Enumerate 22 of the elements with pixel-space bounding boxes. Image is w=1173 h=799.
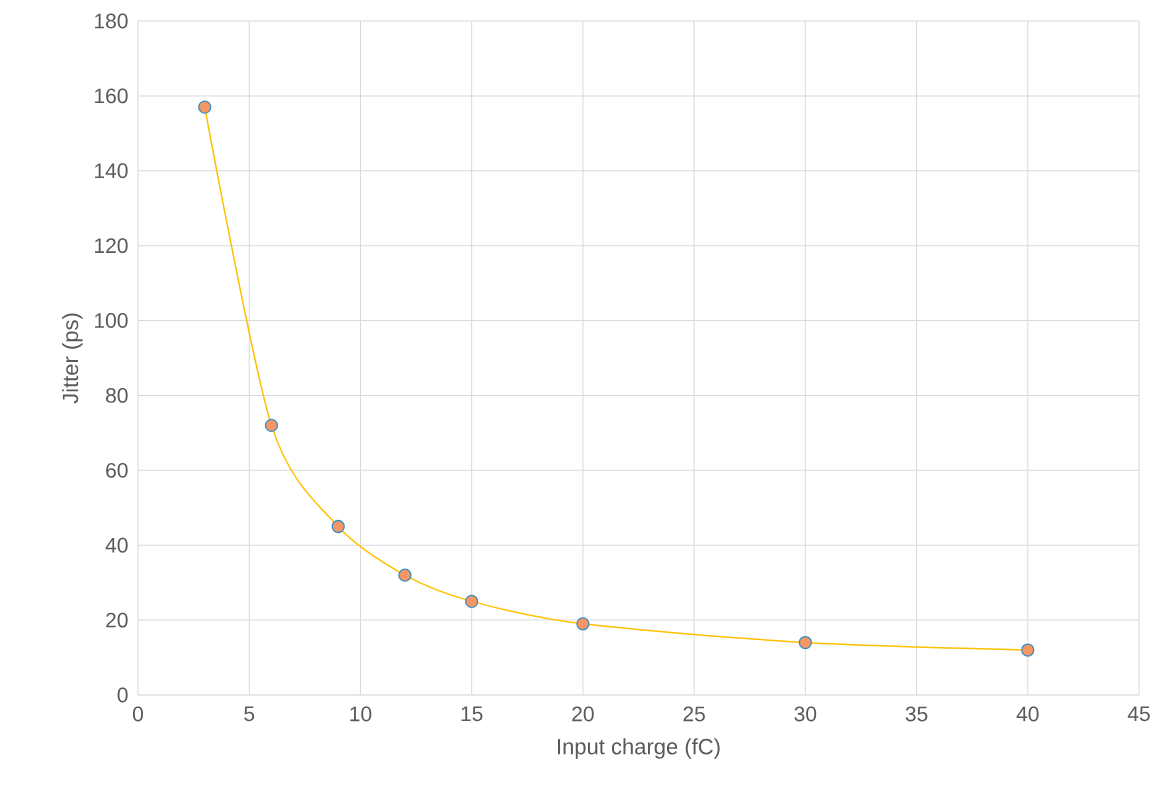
y-axis-title: Jitter (ps): [62, 313, 83, 404]
x-tick-label: 40: [1016, 706, 1039, 722]
y-tick-label: 120: [95, 238, 128, 254]
x-tick-label: 20: [572, 706, 594, 722]
y-tick-label: 40: [105, 537, 128, 553]
y-tick-label: 160: [95, 88, 128, 104]
y-tick-label: 140: [95, 163, 128, 179]
y-tick-label: 100: [95, 313, 128, 328]
y-tick-label: 80: [106, 388, 128, 403]
x-tick-label: 45: [1127, 706, 1150, 722]
x-tick-label: 15: [461, 706, 483, 722]
y-tick-label: 0: [117, 687, 128, 703]
y-tick-label: 20: [106, 612, 128, 628]
x-tick-label: 30: [794, 706, 817, 722]
x-tick-label: 0: [132, 706, 144, 722]
x-axis-title: Input charge (fC): [557, 738, 720, 759]
x-tick-label: 35: [905, 706, 928, 722]
x-tick-label: 5: [244, 706, 255, 722]
y-tick-label: 180: [95, 13, 128, 29]
x-tick-label: 25: [683, 706, 705, 722]
x-tick-label: 10: [350, 706, 372, 722]
y-tick-label: 60: [106, 462, 128, 478]
